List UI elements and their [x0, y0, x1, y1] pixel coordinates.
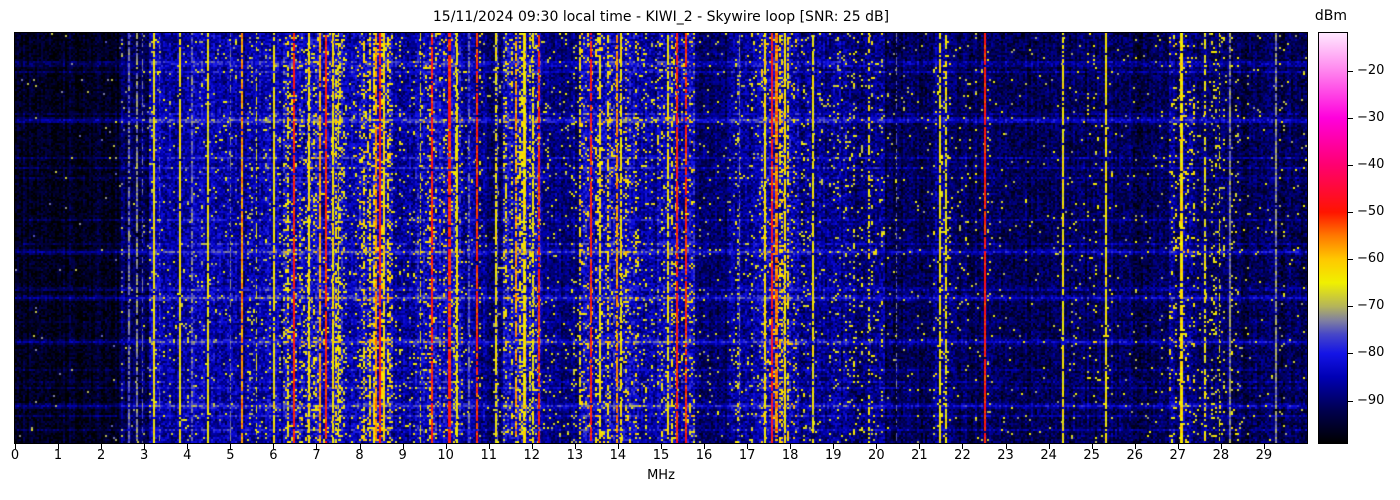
x-axis-label: MHz	[647, 468, 675, 483]
x-axis-tick-label: 15	[652, 448, 670, 463]
x-axis-tick	[273, 444, 275, 449]
x-axis-tick	[962, 444, 964, 449]
colorbar-tick	[1348, 212, 1353, 214]
x-axis-tick-label: 25	[1083, 448, 1100, 463]
x-axis-tick-label: 13	[566, 448, 584, 463]
colorbar-tick	[1348, 117, 1353, 119]
x-axis-tick	[531, 444, 533, 449]
x-axis-tick	[101, 444, 103, 449]
x-axis-tick-label: 3	[140, 448, 149, 463]
x-axis-tick	[574, 444, 576, 449]
x-axis-tick	[1177, 444, 1179, 449]
x-axis-tick-label: 9	[398, 448, 407, 463]
x-axis-tick	[876, 444, 878, 449]
x-axis-tick-label: 18	[781, 448, 799, 463]
x-axis-tick	[58, 444, 60, 449]
colorbar-tick-label: −70	[1357, 298, 1385, 314]
x-axis-tick-label: 8	[355, 448, 364, 463]
x-axis-tick-label: 26	[1126, 448, 1143, 463]
x-axis-tick	[187, 444, 189, 449]
x-axis-tick-label: 28	[1212, 448, 1230, 463]
colorbar-tick-label: −60	[1357, 251, 1385, 267]
x-axis-tick	[359, 444, 361, 449]
x-axis-tick	[316, 444, 318, 449]
x-axis-tick-label: 20	[868, 448, 885, 463]
x-axis-tick	[919, 444, 921, 449]
x-axis-tick	[1263, 444, 1265, 449]
waterfall-heatmap	[15, 33, 1307, 443]
x-axis-tick-label: 1	[53, 448, 63, 463]
colorbar-tick	[1348, 259, 1353, 261]
x-axis-tick-label: 19	[824, 448, 842, 463]
x-axis-tick-label: 12	[523, 448, 541, 463]
colorbar-tick-label: −30	[1357, 109, 1385, 125]
x-axis-tick	[445, 444, 447, 449]
colorbar-tick-label: −20	[1357, 62, 1385, 78]
x-axis-tick-label: 22	[954, 448, 971, 463]
x-axis-tick	[144, 444, 146, 449]
x-axis-tick	[790, 444, 792, 449]
x-axis-tick	[402, 444, 404, 449]
x-axis-tick	[15, 444, 16, 449]
colorbar	[1318, 32, 1348, 444]
x-axis-tick-label: 0	[10, 448, 20, 463]
x-axis-tick	[1005, 444, 1007, 449]
x-axis-tick-label: 27	[1169, 448, 1187, 463]
x-axis-tick	[617, 444, 619, 449]
colorbar-tick	[1348, 164, 1353, 166]
colorbar-label: dBm	[1314, 8, 1348, 24]
colorbar-tick	[1348, 353, 1353, 355]
x-axis-tick	[833, 444, 835, 449]
x-axis-tick-label: 5	[226, 448, 235, 463]
x-axis-tick-label: 7	[312, 448, 321, 463]
x-axis-tick-label: 23	[997, 448, 1014, 463]
colorbar-tick-label: −40	[1357, 157, 1385, 173]
x-axis-tick-label: 11	[480, 448, 497, 463]
colorbar-tick	[1348, 400, 1353, 402]
colorbar-tick	[1348, 306, 1353, 308]
colorbar-tick	[1348, 70, 1353, 72]
x-axis-tick	[747, 444, 749, 449]
x-axis-tick	[661, 444, 662, 449]
x-axis-tick	[704, 444, 706, 449]
x-axis-tick-label: 6	[269, 448, 278, 463]
x-axis-tick-label: 17	[738, 448, 756, 463]
x-axis-tick-label: 24	[1040, 448, 1057, 463]
x-axis-tick-label: 4	[183, 448, 192, 463]
x-axis-tick-label: 14	[609, 448, 627, 463]
colorbar-tick-label: −80	[1357, 345, 1385, 361]
x-axis-tick	[1134, 444, 1136, 449]
x-axis-tick-label: 2	[96, 448, 106, 463]
x-axis-tick	[1091, 444, 1093, 449]
chart-title: 15/11/2024 09:30 local time - KIWI_2 - S…	[432, 9, 890, 25]
x-axis-tick-label: 29	[1255, 448, 1273, 463]
x-axis-tick-label: 10	[437, 448, 454, 463]
colorbar-gradient	[1319, 33, 1347, 443]
x-axis-tick	[230, 444, 232, 449]
x-axis-tick-label: 21	[911, 448, 928, 463]
colorbar-tick-label: −50	[1357, 204, 1385, 220]
x-axis-tick	[1220, 444, 1222, 449]
colorbar-tick-label: −90	[1357, 392, 1385, 408]
x-axis-tick	[488, 444, 490, 449]
x-axis-tick	[1048, 444, 1050, 449]
x-axis-tick-label: 16	[695, 448, 713, 463]
